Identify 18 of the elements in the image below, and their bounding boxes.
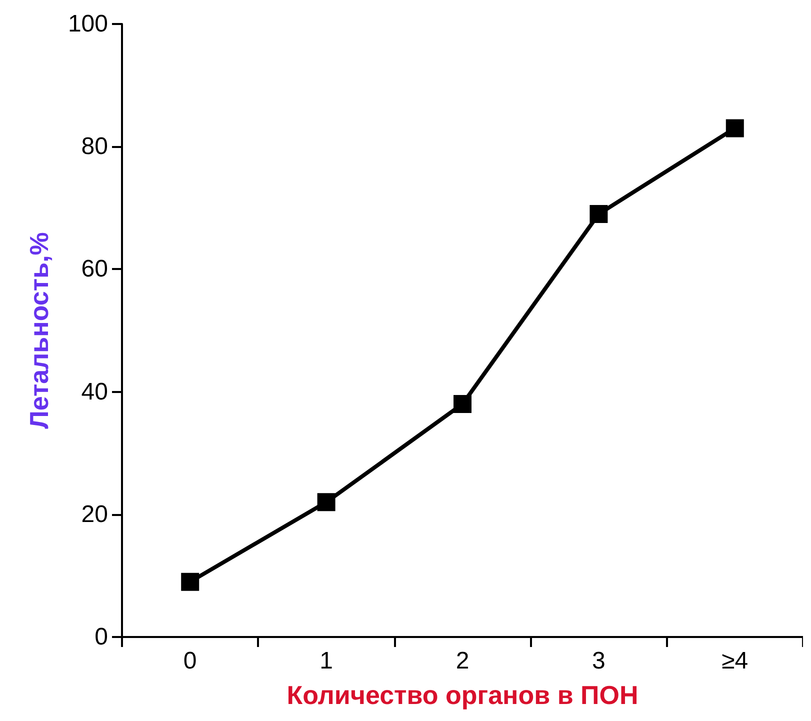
point: [181, 572, 200, 591]
y-tick-label: 80: [81, 133, 108, 160]
y-tick-label: 40: [81, 378, 108, 406]
x-tick-label: 1: [320, 648, 333, 674]
x-tick-label: 3: [592, 648, 606, 674]
y-tick-label: 60: [81, 256, 108, 283]
point: [454, 395, 472, 414]
y-axis-title: Летальность,%: [24, 232, 54, 429]
x-tick-label: 0: [183, 648, 197, 674]
x-tick-label: 2: [456, 648, 470, 674]
y-tick-label: 20: [81, 500, 108, 528]
x-tick-label: ≥4: [722, 648, 748, 674]
y-tick-label: 0: [94, 624, 108, 650]
y-tick-label: 100: [68, 10, 108, 38]
point: [726, 119, 744, 138]
point: [317, 493, 336, 512]
x-axis-title: Количество органов в ПОН: [286, 680, 638, 710]
point: [590, 205, 608, 224]
